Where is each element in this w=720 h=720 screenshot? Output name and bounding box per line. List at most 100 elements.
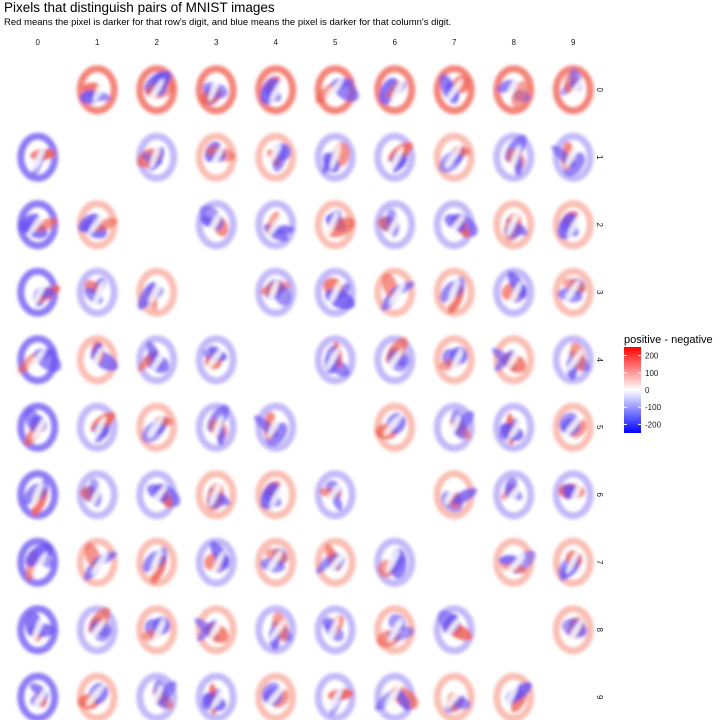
heatmap-cell (76, 65, 118, 115)
heatmap-cell (195, 402, 237, 452)
heatmap-cell (552, 537, 594, 587)
heatmap-cell (255, 132, 297, 182)
heatmap-cell (314, 267, 356, 317)
legend-tick-label: 0 (645, 386, 650, 395)
heatmap-cell (17, 537, 59, 587)
heatmap-cell (17, 335, 62, 385)
heatmap-cell (374, 200, 416, 250)
heatmap-cell (314, 335, 356, 385)
legend-tick-label: -100 (645, 403, 662, 412)
heatmap-cell (492, 335, 535, 385)
heatmap-cell (493, 470, 535, 520)
heatmap-cell (76, 402, 118, 452)
heatmap-cell (314, 200, 356, 250)
row-label-0: 0 (595, 88, 604, 93)
heatmap-cell (195, 672, 237, 720)
heatmap-cell (552, 402, 594, 452)
legend-title: positive - negative (624, 334, 713, 346)
heatmap-cell (433, 65, 475, 115)
column-label-3: 3 (214, 38, 219, 47)
heatmap-cell (374, 402, 416, 452)
heatmap-cell (195, 200, 237, 250)
heatmap-cell (374, 605, 416, 655)
column-label-2: 2 (155, 38, 160, 47)
legend-colorbar (624, 347, 641, 433)
column-label-5: 5 (333, 38, 338, 47)
heatmap-cell (551, 132, 594, 182)
heatmap-cell (194, 605, 237, 655)
heatmap-cell (433, 402, 475, 452)
heatmap-cell (493, 132, 535, 182)
heatmap-cell (76, 200, 118, 250)
heatmap-cells (17, 65, 594, 720)
heatmap-cell (136, 605, 178, 655)
row-label-7: 7 (595, 560, 604, 565)
heatmap-cell (433, 672, 475, 720)
heatmap-cell (314, 605, 356, 655)
heatmap-cell (136, 402, 178, 452)
heatmap-cell (433, 132, 475, 182)
heatmap-cell (552, 267, 594, 317)
row-label-8: 8 (595, 628, 604, 633)
heatmap-cell (374, 65, 416, 115)
heatmap-cell (552, 470, 594, 520)
heatmap-cell (136, 470, 181, 520)
heatmap-cell (314, 537, 356, 587)
heatmap-cell (76, 335, 119, 385)
heatmap-cell (433, 335, 475, 385)
heatmap-cell (255, 267, 297, 317)
heatmap-cell (17, 200, 59, 250)
heatmap-cell (195, 470, 237, 520)
heatmap-cell (255, 470, 297, 520)
heatmap-cell (195, 132, 237, 182)
heatmap-cell (76, 267, 118, 317)
heatmap-cell (136, 132, 178, 182)
heatmap-cell (17, 402, 59, 452)
heatmap-cell (76, 537, 118, 587)
heatmap-cell (195, 537, 237, 587)
heatmap-cell (255, 605, 297, 655)
heatmap-cell (136, 672, 178, 720)
heatmap-cell (76, 470, 118, 520)
row-label-1: 1 (595, 155, 604, 160)
column-label-8: 8 (512, 38, 517, 47)
heatmap-cell (493, 200, 535, 250)
heatmap-cell (255, 672, 297, 720)
column-label-9: 9 (571, 38, 576, 47)
heatmap-cell (552, 605, 594, 655)
heatmap-cell (17, 132, 59, 182)
legend-tick-label: 100 (645, 369, 659, 378)
heatmap-cell (136, 267, 178, 317)
row-labels: 0 1 2 3 4 5 6 7 8 9 (595, 88, 604, 701)
chart-subtitle: Red means the pixel is darker for that r… (4, 17, 452, 28)
heatmap-cell (552, 65, 594, 115)
heatmap-cell (433, 605, 475, 655)
heatmap-cell (493, 65, 535, 115)
heatmap-cell (374, 267, 416, 317)
column-label-7: 7 (452, 38, 457, 47)
heatmap-cell (314, 65, 359, 115)
heatmap-cell (314, 470, 356, 520)
column-labels: 0 1 2 3 4 5 6 7 8 9 (36, 38, 577, 47)
heatmap-cell (493, 402, 535, 452)
legend-ticks: 200 100 0 -100 -200 (624, 352, 662, 429)
row-label-3: 3 (595, 290, 604, 295)
column-label-4: 4 (274, 38, 279, 47)
column-label-6: 6 (393, 38, 398, 47)
heatmap-cell (493, 267, 535, 317)
column-label-0: 0 (36, 38, 41, 47)
legend-tick-label: 200 (645, 352, 659, 361)
heatmap-cell (433, 200, 478, 250)
heatmap-cell (17, 605, 59, 655)
heatmap-cell (255, 200, 297, 250)
heatmap-cell (314, 672, 356, 720)
heatmap-cell (76, 605, 118, 655)
row-label-9: 9 (595, 695, 604, 700)
heatmap-cell (433, 470, 477, 520)
heatmap-cell (493, 537, 536, 587)
row-label-6: 6 (595, 493, 604, 498)
row-label-4: 4 (595, 358, 604, 363)
heatmap-cell (374, 335, 416, 385)
heatmap-cell (76, 672, 118, 720)
